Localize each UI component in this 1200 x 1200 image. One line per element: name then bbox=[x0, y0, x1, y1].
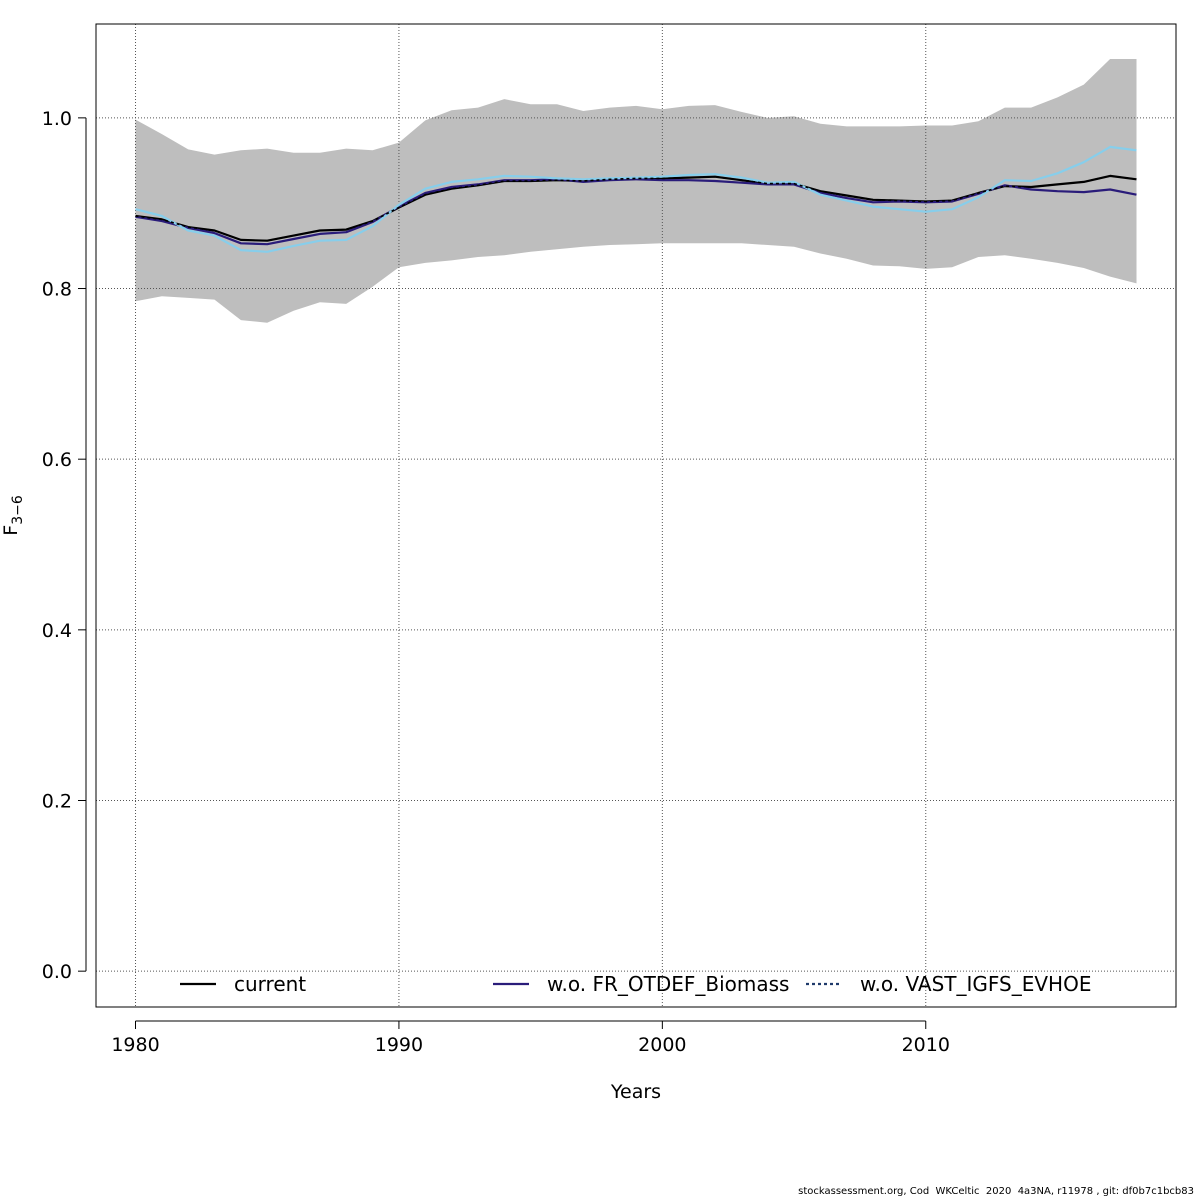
x-tick-label: 1980 bbox=[111, 1034, 159, 1056]
x-axis-title: Years bbox=[610, 1081, 661, 1103]
y-axis-title-main: F bbox=[0, 525, 22, 536]
x-tick-label: 2000 bbox=[638, 1034, 686, 1056]
x-tick-label: 2010 bbox=[902, 1034, 950, 1056]
y-tick-label: 0.2 bbox=[42, 791, 72, 813]
legend: current w.o. FR_OTDEF_Biomass w.o. VAST_IG… bbox=[180, 972, 1091, 996]
y-axis-title: F3−6 bbox=[0, 495, 26, 536]
plot-frame bbox=[95, 23, 1177, 1008]
series-line bbox=[135, 175, 1137, 242]
series-layer bbox=[135, 145, 1137, 253]
confidence-band bbox=[135, 59, 1137, 323]
series-line bbox=[135, 145, 1137, 253]
series-line bbox=[135, 178, 1137, 246]
y-tick-label: 1.0 bbox=[42, 108, 72, 130]
x-axis: 1980 1990 2000 2010 bbox=[111, 1020, 950, 1056]
grid-layer bbox=[96, 24, 1176, 1007]
y-tick-label: 0.4 bbox=[42, 620, 72, 642]
legend-label: w.o. VAST_IGFS_EVHOE bbox=[860, 972, 1091, 996]
x-tick-label: 1990 bbox=[375, 1034, 423, 1056]
y-tick-label: 0.6 bbox=[42, 449, 72, 471]
y-axis: 0.0 0.2 0.4 0.6 0.8 1.0 bbox=[42, 108, 87, 983]
y-tick-label: 0.0 bbox=[42, 961, 72, 983]
legend-label: w.o. FR_OTDEF_Biomass bbox=[547, 972, 789, 996]
y-tick-label: 0.8 bbox=[42, 279, 72, 301]
confidence-band-layer bbox=[135, 59, 1137, 323]
y-axis-title-subscript: 3−6 bbox=[10, 495, 26, 525]
legend-label: current bbox=[234, 972, 306, 996]
footer-credit: stockassessment.org, Cod WKCeltic 2020 4… bbox=[798, 1186, 1194, 1197]
